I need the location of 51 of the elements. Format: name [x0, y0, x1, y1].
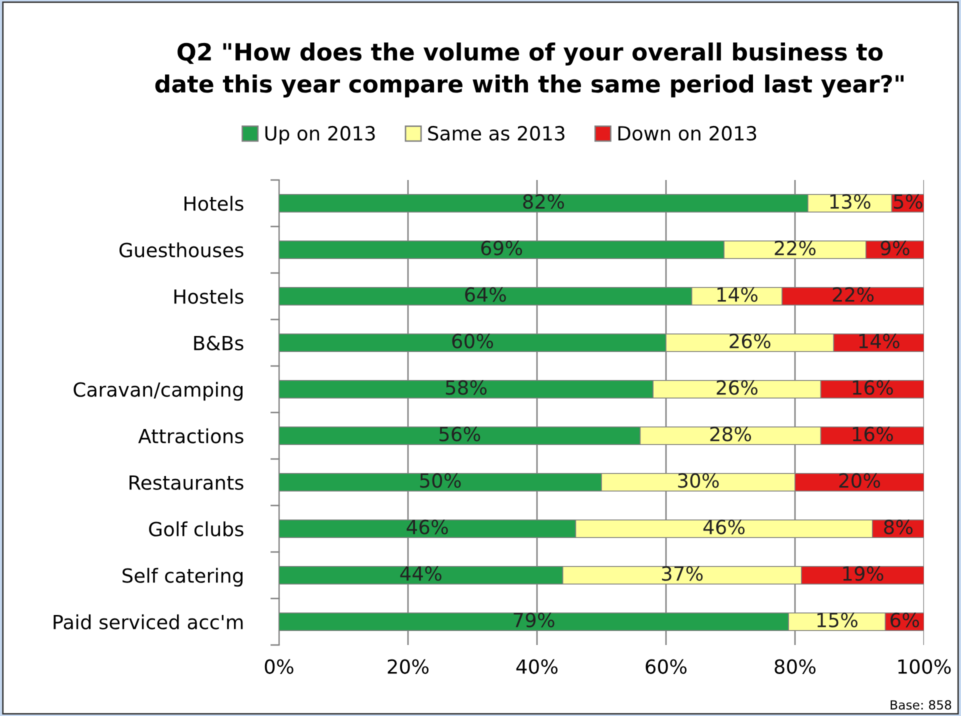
data-label: 69%	[481, 240, 522, 256]
data-label: 30%	[678, 473, 719, 488]
text: Base: 858	[890, 700, 952, 710]
x-tick-label: 80%	[774, 659, 816, 674]
y-tick-label: Hotels	[184, 196, 244, 211]
data-label: 16%	[852, 426, 893, 442]
data-label: 14%	[717, 287, 758, 302]
y-tick-label: Restaurants	[130, 475, 244, 490]
y-tick-label: Attractions	[138, 428, 244, 444]
data-label: 82%	[523, 194, 564, 209]
x-tick-label: 40%	[516, 659, 558, 674]
data-label: 22%	[774, 240, 816, 256]
x-tick-label: 100%	[898, 659, 951, 674]
data-label: 50%	[420, 473, 461, 488]
data-label: 46%	[406, 520, 448, 534]
data-label: 58%	[446, 380, 487, 395]
data-label: 6%	[890, 612, 919, 628]
data-label: 79%	[514, 612, 554, 628]
legend-label: Same as 2013	[428, 126, 564, 141]
data-label: 20%	[839, 473, 880, 488]
y-tick-label: Self catering	[122, 568, 243, 587]
y-tick-label: Caravan/camping	[74, 382, 243, 401]
data-label: 13%	[830, 194, 870, 209]
data-label: 28%	[710, 426, 752, 442]
data-label: 15%	[817, 612, 858, 628]
data-label: 5%	[894, 194, 922, 209]
y-tick-label: Guesthouses	[119, 242, 244, 258]
data-label: 19%	[843, 566, 884, 581]
y-tick-label: Paid serviced acc'm	[54, 614, 243, 630]
data-label: 16%	[852, 380, 893, 395]
data-label: 44%	[400, 566, 442, 581]
x-tick-label: 60%	[646, 659, 687, 674]
data-label: 26%	[716, 380, 758, 395]
y-tick-label: Golf clubs	[149, 521, 244, 536]
data-label: 64%	[465, 287, 506, 302]
data-label: 56%	[439, 426, 480, 442]
data-label: 60%	[452, 334, 494, 348]
legend-label: Up on 2013	[265, 126, 375, 144]
data-label: 9%	[880, 240, 910, 256]
x-tick-label: 0%	[264, 659, 294, 674]
chart-title: Q2 "How does the volume of your overall business to date this year compare with the same period last year?"	[155, 42, 904, 98]
data-label: 14%	[859, 334, 900, 348]
y-tick-label: Hostels	[174, 288, 244, 304]
data-label: 37%	[662, 566, 703, 581]
data-label: 22%	[832, 287, 874, 302]
data-label: 46%	[703, 520, 745, 534]
y-tick-label: B&Bs	[194, 336, 244, 350]
data-label: 26%	[730, 334, 770, 348]
data-label: 8%	[884, 520, 913, 534]
legend-label: Down on 2013	[618, 126, 756, 141]
x-tick-label: 20%	[388, 659, 429, 674]
